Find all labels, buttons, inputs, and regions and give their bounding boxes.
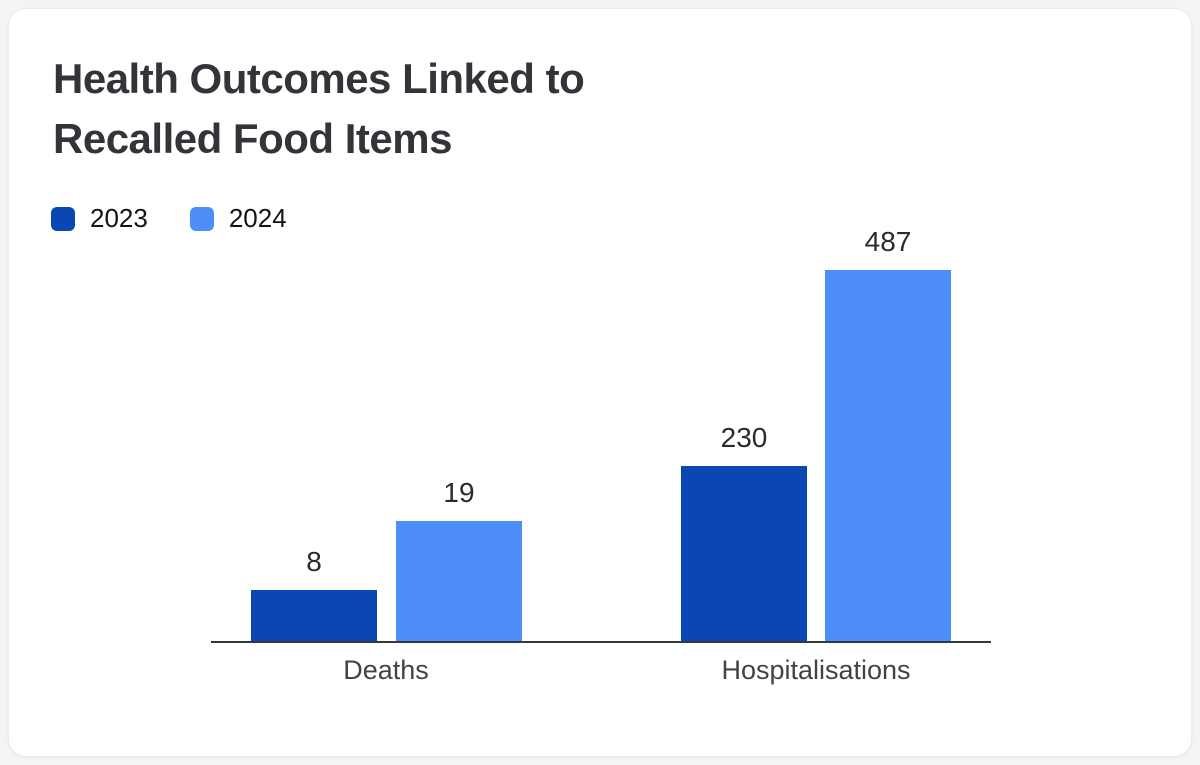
chart-title: Health Outcomes Linked to Recalled Food … xyxy=(53,55,585,162)
bar-hospitalisations-2023: 230 xyxy=(681,422,807,641)
bar-value-label-hospitalisations-2024: 487 xyxy=(864,226,912,257)
category-label-deaths: Deaths xyxy=(343,655,429,685)
legend-swatch-2023-icon xyxy=(51,206,75,231)
bar-value-label-hospitalisations-2023: 230 xyxy=(720,422,768,453)
category-label-hospitalisations: Hospitalisations xyxy=(721,655,911,685)
legend-label-2024: 2024 xyxy=(228,203,287,233)
chart-card: Health Outcomes Linked to Recalled Food … xyxy=(8,8,1192,757)
legend-item-2024: 2024 xyxy=(189,203,287,234)
bar-deaths-2024: 19 xyxy=(396,477,522,641)
bar-deaths-2023: 8 xyxy=(251,546,377,641)
legend-item-2023: 2023 xyxy=(51,203,148,234)
chart-plot: Deaths Hospitalisations 8 19 230 487 xyxy=(211,9,991,685)
bar-hospitalisations-2024: 487 xyxy=(825,226,951,641)
bar-value-label-deaths-2024: 19 xyxy=(443,477,475,508)
legend-swatch-2024-icon xyxy=(189,206,214,231)
bar-value-label-deaths-2023: 8 xyxy=(306,546,322,577)
legend-label-2023: 2023 xyxy=(90,203,148,233)
legend: 2023 2024 xyxy=(51,203,287,234)
